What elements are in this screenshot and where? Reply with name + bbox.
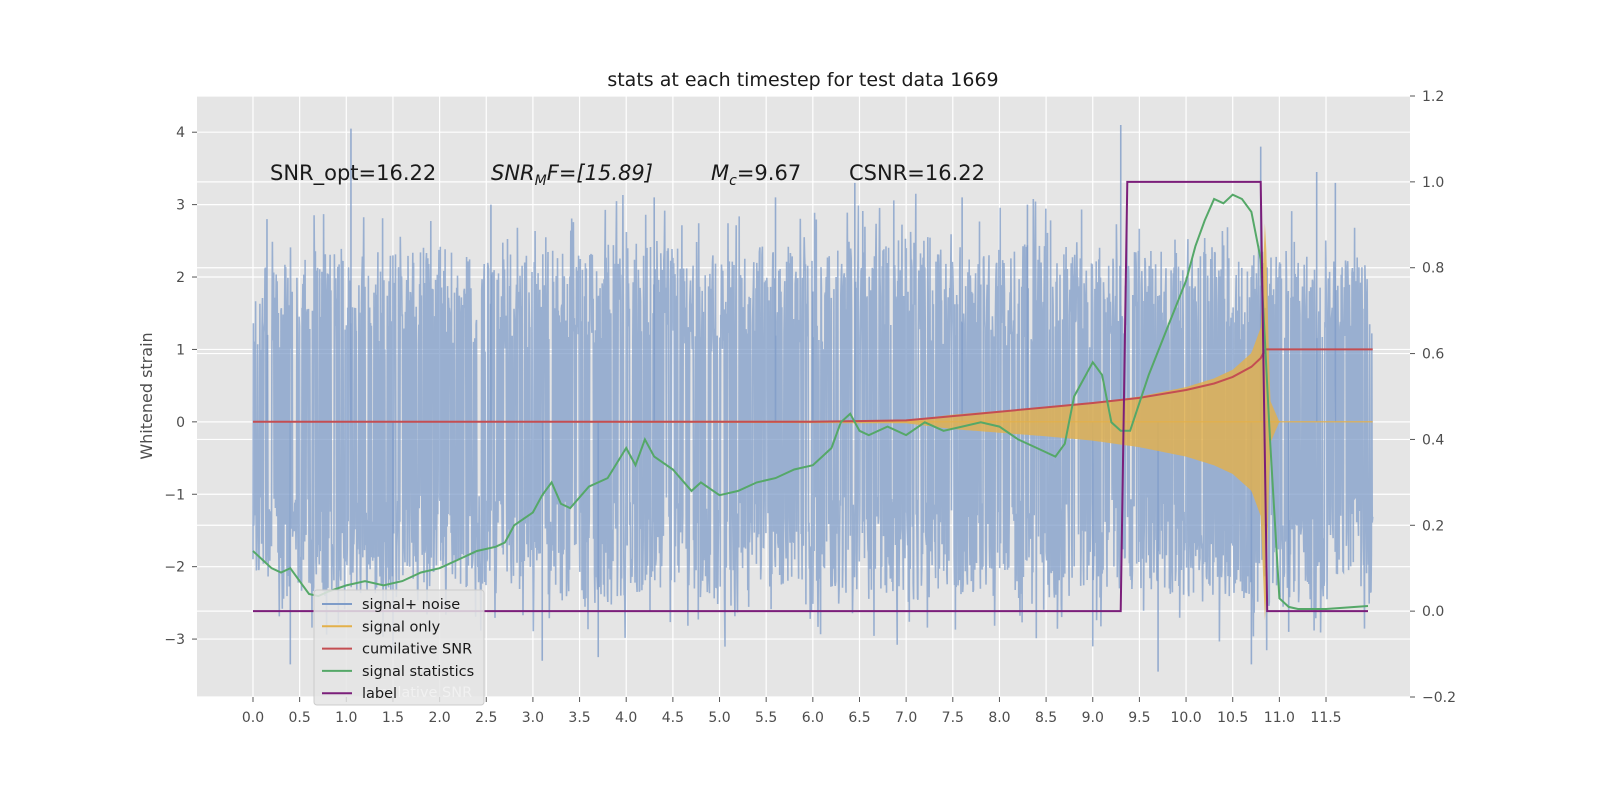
y2-tick-label: 0.6 bbox=[1422, 347, 1444, 363]
legend-label: label bbox=[362, 686, 397, 702]
chart-title: stats at each timestep for test data 166… bbox=[607, 69, 998, 91]
snr-mf-value: F=[15.89] bbox=[547, 161, 653, 185]
mc-name: M bbox=[711, 161, 729, 185]
x-tick-label: 3.5 bbox=[568, 710, 590, 726]
mc-value: =9.67 bbox=[737, 161, 801, 185]
legend-label: signal+ noise bbox=[362, 597, 460, 613]
x-tick-label: 6.5 bbox=[848, 710, 870, 726]
snr-mf-annotation: SNRMF=[15.89] bbox=[491, 161, 653, 189]
x-tick-label: 3.0 bbox=[522, 710, 544, 726]
legend-label: signal only bbox=[362, 619, 441, 635]
x-tick-label: 7.5 bbox=[942, 710, 964, 726]
y2-tick-label: −0.2 bbox=[1422, 690, 1456, 706]
legend: cumilative SNR signal+ noise signal only c… bbox=[313, 589, 485, 706]
x-tick-label: 5.0 bbox=[708, 710, 730, 726]
legend-box bbox=[313, 589, 485, 706]
annotations: SNR_opt=16.22 SNRMF=[15.89] Mc=9.67 CSNR… bbox=[270, 161, 985, 189]
legend-overlap-text: cumilative SNR bbox=[362, 685, 472, 701]
x-tick-label: 2.5 bbox=[475, 710, 497, 726]
csnr-annotation: CSNR=16.22 bbox=[849, 161, 985, 185]
signal-statistics-line bbox=[252, 193, 1369, 610]
x-tick-label: 8.0 bbox=[988, 710, 1010, 726]
y-tick-label: 2 bbox=[176, 270, 185, 286]
x-tick-label: 0.5 bbox=[289, 710, 311, 726]
y-tick-label: 4 bbox=[176, 125, 185, 141]
x-tick-label: 2.0 bbox=[428, 710, 450, 726]
y-tick-label: 0 bbox=[176, 415, 185, 431]
legend-entries: signal+ noise signal only cumilative SNR si… bbox=[322, 597, 474, 702]
y2-tick-label: 0.4 bbox=[1422, 432, 1444, 448]
x-tick-label: 10.5 bbox=[1217, 710, 1248, 726]
mc-subscript: c bbox=[729, 173, 737, 189]
y2-tick-label: 1.2 bbox=[1422, 89, 1444, 105]
y2-tick-label: 0.8 bbox=[1422, 261, 1444, 277]
x-tick-label: 9.5 bbox=[1128, 710, 1150, 726]
x-tick-label: 6.0 bbox=[802, 710, 824, 726]
x-tick-label: 10.0 bbox=[1170, 710, 1201, 726]
x-tick-label: 9.0 bbox=[1082, 710, 1104, 726]
y-tick-label: −3 bbox=[164, 632, 185, 648]
y-axis-label: Whitened strain bbox=[137, 332, 156, 459]
axes: 0.0 0.5 1.0 1.5 2.0 2.5 3.0 3.5 4.0 4.5 5.0 5.5 6.0 6… bbox=[164, 89, 1456, 726]
x-tick-label: 8.5 bbox=[1035, 710, 1057, 726]
x-tick-label: 7.0 bbox=[895, 710, 917, 726]
x-tick-label: 1.0 bbox=[335, 710, 357, 726]
snr-mf-name: SNR bbox=[491, 161, 535, 185]
y2-tick-label: 0.2 bbox=[1422, 518, 1444, 534]
mc-annotation: Mc=9.67 bbox=[711, 161, 801, 189]
signal-noise-line bbox=[252, 193, 1374, 651]
x-tick-label: 5.5 bbox=[755, 710, 777, 726]
label-series bbox=[253, 180, 1368, 613]
snr-opt-annotation: SNR_opt=16.22 bbox=[270, 161, 436, 186]
y-tick-label: 1 bbox=[176, 342, 185, 358]
y-tick-label: −1 bbox=[164, 487, 185, 503]
legend-label: cumilative SNR bbox=[362, 642, 472, 658]
snr-mf-subscript: M bbox=[535, 173, 547, 189]
y2-tick-label: 1.0 bbox=[1422, 175, 1444, 191]
x-tick-label: 4.0 bbox=[615, 710, 637, 726]
legend-label: signal statistics bbox=[362, 664, 474, 680]
y-tick-label: 3 bbox=[176, 198, 185, 214]
x-tick-label: 4.5 bbox=[662, 710, 684, 726]
label-line bbox=[253, 180, 1368, 613]
x-tick-label: 11.0 bbox=[1264, 710, 1295, 726]
y-tick-label: −2 bbox=[164, 560, 185, 576]
x-tick-label: 0.0 bbox=[242, 710, 264, 726]
signal-statistics-series bbox=[252, 193, 1369, 610]
x-tick-label: 11.5 bbox=[1310, 710, 1341, 726]
x-tick-label: 1.5 bbox=[382, 710, 404, 726]
y2-tick-label: 0.0 bbox=[1422, 604, 1444, 620]
